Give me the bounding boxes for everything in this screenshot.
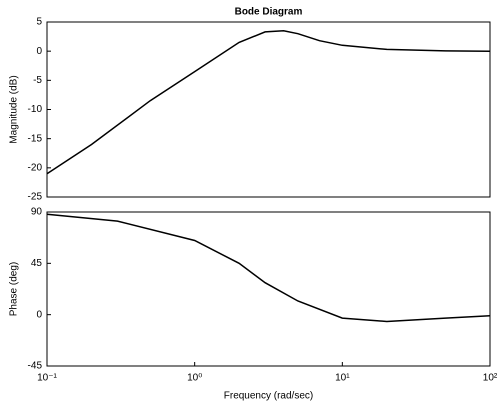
y-axis-label: Phase (deg) <box>9 262 20 316</box>
curve <box>47 214 490 321</box>
y-tick-label: 45 <box>31 258 43 269</box>
curve <box>47 31 490 174</box>
y-tick-label: 0 <box>36 309 42 320</box>
y-tick-label: -20 <box>28 162 43 173</box>
y-tick-label: 90 <box>31 207 43 218</box>
x-axis-label: Frequency (rad/sec) <box>224 391 313 402</box>
y-axis-label: Magnitude (dB) <box>9 75 20 143</box>
x-tick-label: 10¹ <box>335 373 350 384</box>
axes-frame <box>47 22 490 197</box>
bode-figure: Bode Diagram Magnitude (dB) 5 0 -5 -10 -15 -20 -… <box>0 0 497 407</box>
y-tick-label: 0 <box>36 46 42 57</box>
y-tick-label: -15 <box>28 133 43 144</box>
y-tick-label: -5 <box>33 75 42 86</box>
y-tick-label: 5 <box>36 17 42 28</box>
y-tick-label: -45 <box>28 361 43 372</box>
y-tick-label: -10 <box>28 104 43 115</box>
y-tick-label: -25 <box>28 192 43 203</box>
chart-title: Bode Diagram <box>235 7 303 18</box>
axes-frame <box>47 212 490 366</box>
x-tick-label: 10⁰ <box>187 373 202 384</box>
x-tick-label: 10⁻¹ <box>37 373 57 384</box>
x-tick-label: 10² <box>483 373 497 384</box>
